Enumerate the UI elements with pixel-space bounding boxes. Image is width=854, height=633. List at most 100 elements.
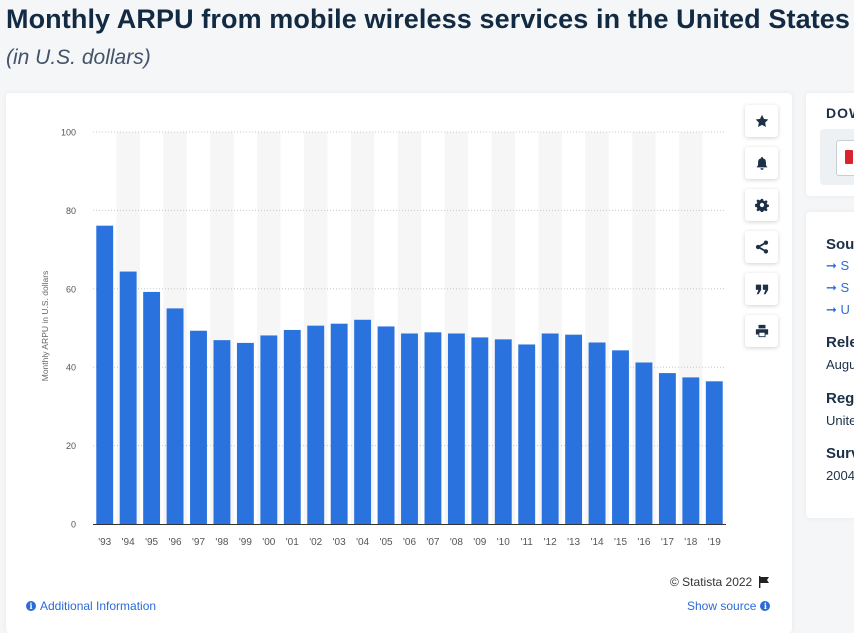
x-tick-label: '99 [239,537,252,548]
copyright: © Statista 2022 [670,575,770,589]
download-panel: DOW [806,93,854,196]
settings-button[interactable] [745,189,778,221]
flag-icon[interactable] [758,576,770,588]
y-tick-label: 0 [71,520,76,530]
bell-icon [756,156,767,170]
y-tick-label: 60 [66,284,76,294]
x-tick-label: '04 [356,537,369,548]
x-tick-label: '10 [497,537,510,548]
star-icon [755,114,768,127]
page-subtitle: (in U.S. dollars) [6,46,151,69]
bar [635,362,653,524]
bar [565,334,583,524]
y-tick-label: 40 [66,363,76,373]
share-button[interactable] [745,231,778,263]
bar [518,344,536,524]
bar [705,381,723,524]
bar [119,271,137,524]
bar [541,333,559,524]
additional-information-link[interactable]: i Additional Information [26,599,156,613]
details-panel: Sou ➞ S ➞ S ➞ U Rele Augu Reg Unite Surv… [806,212,854,518]
bar [166,308,184,524]
source-link-2[interactable]: ➞ S [826,280,850,295]
x-tick-label: '09 [473,537,486,548]
info-icon: i [760,601,771,611]
page-title: Monthly ARPU from mobile wireless servic… [6,4,851,34]
x-tick-label: '95 [145,537,158,548]
bar [260,335,278,524]
x-tick-label: '03 [333,537,346,548]
bar [494,339,512,524]
x-tick-label: '18 [684,537,697,548]
bar [658,373,676,524]
release-heading: Rele [826,334,854,351]
download-heading: DOW [826,105,854,121]
survey-value: 2004 [826,468,854,483]
x-tick-label: '06 [403,537,416,548]
bar [612,350,629,524]
source-heading: Sou [826,236,854,253]
x-tick-label: '96 [169,537,182,548]
bar [424,332,442,524]
bar-chart: 0 20 40 60 80 100 Monthly ARPU in U.S. dollars… [40,128,726,548]
info-icon: i [26,601,36,611]
source-link-1[interactable]: ➞ S [826,258,850,273]
x-tick-label: '00 [262,537,275,548]
bar [330,323,348,524]
x-tick-label: '01 [286,537,299,548]
pdf-download-button[interactable] [836,140,854,176]
x-tick-label: '15 [614,537,627,548]
x-tick-label: '12 [544,537,557,548]
bar [307,325,325,524]
y-tick-label: 80 [66,206,76,216]
favorite-button[interactable] [745,105,778,137]
bar [143,291,161,524]
additional-information-label: Additional Information [40,599,157,613]
bar [401,333,418,524]
x-tick-label: '17 [661,537,674,548]
cite-button[interactable] [745,273,778,305]
bar [471,337,489,524]
print-button[interactable] [745,315,778,347]
show-source-label: Show source [687,599,757,613]
x-tick-label: '11 [521,537,534,548]
x-tick-label: '16 [637,537,650,548]
survey-heading: Surv [826,445,854,462]
y-axis-label: Monthly ARPU in U.S. dollars [40,271,50,382]
x-tick-label: '02 [309,537,322,548]
x-tick-label: '07 [426,537,439,548]
x-tick-label: '97 [192,537,205,548]
notification-button[interactable] [745,147,778,179]
gear-icon [754,198,769,212]
source-link-3[interactable]: ➞ U [826,302,850,317]
bar [213,340,231,524]
release-value: Augu [826,357,854,372]
region-heading: Reg [826,390,854,407]
x-tick-label: '93 [98,537,111,548]
show-source-link[interactable]: Show source i [687,599,771,613]
copyright-text: © Statista 2022 [670,575,753,589]
x-tick-label: '14 [591,537,604,548]
share-icon [755,240,768,254]
y-tick-label: 100 [61,128,76,138]
x-tick-label: '08 [450,537,463,548]
chart-toolbar [745,105,779,357]
pdf-icon [845,150,853,164]
x-tick-label: '94 [122,537,135,548]
x-tick-label: '13 [567,537,580,548]
bar [190,330,207,524]
y-tick-label: 20 [66,441,76,451]
bar [96,225,114,525]
bar [354,319,372,524]
bar [682,377,700,524]
bar [236,342,254,524]
bar [283,329,301,524]
x-tick-label: '05 [380,537,393,548]
x-tick-label: '98 [215,537,228,548]
x-tick-label: '19 [708,537,721,548]
bar [377,326,395,524]
print-icon [755,324,768,338]
bar [447,333,465,524]
quote-icon [755,284,768,295]
region-value: Unite [826,413,854,428]
